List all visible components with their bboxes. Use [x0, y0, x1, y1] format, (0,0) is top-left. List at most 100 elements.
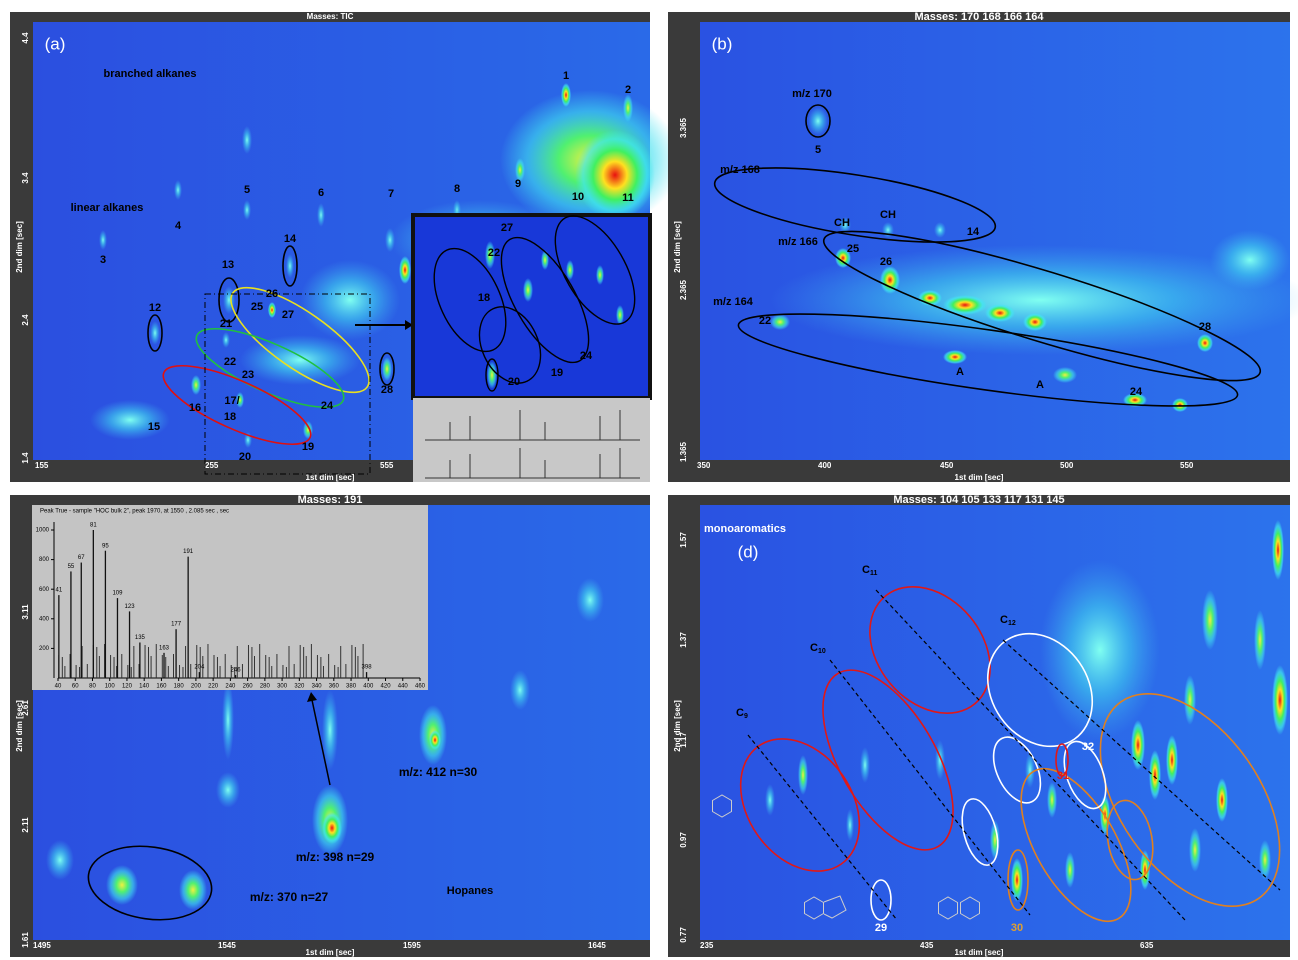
label: 1495: [33, 941, 51, 950]
peak-blob: [943, 350, 967, 364]
peak-blob: [1272, 665, 1288, 735]
label: 600: [39, 587, 50, 593]
peak-blob: [860, 747, 870, 783]
label: 23: [242, 369, 254, 381]
label: 0.77: [679, 927, 688, 943]
label: 320: [294, 684, 305, 690]
label: 1.37: [679, 632, 688, 648]
peak-blob: [1272, 520, 1284, 580]
label: 555: [380, 461, 394, 470]
peak-blob: [846, 809, 854, 841]
label: 120: [122, 684, 133, 690]
label: branched alkanes: [104, 68, 197, 80]
label: 27: [501, 222, 513, 234]
label: 1645: [588, 941, 606, 950]
label: 22: [488, 247, 500, 259]
label: Masses: TIC: [307, 12, 354, 21]
label: A: [1036, 379, 1044, 391]
peak-blob: [99, 230, 107, 250]
label: 24: [1130, 386, 1143, 398]
peak-blob: [429, 730, 441, 750]
label: 280: [260, 684, 271, 690]
label: (d): [738, 542, 759, 561]
peak-blob: [985, 304, 1015, 322]
label: Masses: 170 168 166 164: [914, 11, 1044, 23]
peak-blob: [575, 130, 655, 220]
plot-area: [700, 505, 1290, 940]
peak-blob: [1065, 852, 1075, 888]
label: m/z 170: [792, 88, 832, 100]
label: 398: [362, 665, 373, 671]
label: 204: [194, 665, 205, 671]
label: 1000: [36, 528, 50, 534]
peak-blob: [808, 107, 828, 135]
label: 420: [381, 684, 392, 690]
label: 460: [415, 684, 426, 690]
label: 14: [284, 233, 297, 245]
label: 220: [208, 684, 219, 690]
peak-blob: [268, 302, 276, 318]
label: 360: [329, 684, 340, 690]
label: 22: [759, 315, 771, 327]
label: 1st dim [sec]: [955, 948, 1004, 957]
label: 5: [815, 144, 821, 156]
label: 160: [156, 684, 167, 690]
label: 100: [105, 684, 116, 690]
label: 41: [56, 588, 63, 594]
label: 31: [1057, 770, 1069, 782]
carbon-symbol: C: [810, 642, 818, 654]
label: 140: [139, 684, 150, 690]
label: 123: [125, 604, 136, 610]
label: m/z: 412 n=30: [399, 765, 478, 779]
label: 81: [90, 523, 97, 529]
label: m/z: 370 n=27: [250, 890, 329, 904]
peak-blob: [106, 865, 138, 905]
label: 2nd dim [sec]: [15, 221, 24, 273]
label: 6: [318, 187, 324, 199]
peak-blob: [242, 126, 252, 154]
peak-blob: [150, 321, 160, 345]
label: 9: [515, 178, 521, 190]
label: 15: [148, 421, 160, 433]
label: 2.11: [21, 817, 30, 833]
peak-blob: [1197, 334, 1213, 352]
carbon-symbol: C: [1000, 614, 1008, 626]
label: 260: [243, 684, 254, 690]
label: 380: [346, 684, 357, 690]
peak-blob: [216, 772, 240, 808]
label: 1: [563, 70, 569, 82]
label: 163: [159, 645, 170, 651]
label: 1st dim [sec]: [955, 473, 1004, 482]
label: 32: [1082, 741, 1094, 753]
carbon-subscript: 9: [744, 713, 748, 720]
peak-blob: [1184, 675, 1196, 725]
label: CH: [834, 217, 850, 229]
label: 20: [239, 451, 251, 463]
label: 11: [622, 192, 634, 204]
label: 27: [282, 309, 294, 321]
peak-blob: [1047, 782, 1057, 818]
label: 240: [225, 684, 236, 690]
peak-blob: [1011, 858, 1023, 902]
label: (a): [45, 34, 66, 53]
label: 95: [102, 543, 109, 549]
label: 2nd dim [sec]: [673, 221, 682, 273]
label: 60: [72, 684, 79, 690]
label: CH: [880, 209, 896, 221]
label: 300: [277, 684, 288, 690]
peak-blob: [1216, 778, 1228, 822]
peak-blob: [243, 200, 251, 220]
label: 2: [625, 84, 631, 96]
spectrum-inset: [32, 505, 428, 690]
carbon-subscript: 10: [818, 648, 826, 655]
peak-blob: [487, 361, 497, 389]
label: m/z 164: [713, 296, 754, 308]
label: 4.4: [21, 32, 30, 44]
label: 26: [880, 256, 892, 268]
label: 246: [231, 668, 242, 674]
carbon-symbol: C: [736, 707, 744, 719]
peak-blob: [174, 180, 182, 200]
label: 80: [89, 684, 96, 690]
label: 400: [363, 684, 374, 690]
label: 3: [100, 254, 106, 266]
